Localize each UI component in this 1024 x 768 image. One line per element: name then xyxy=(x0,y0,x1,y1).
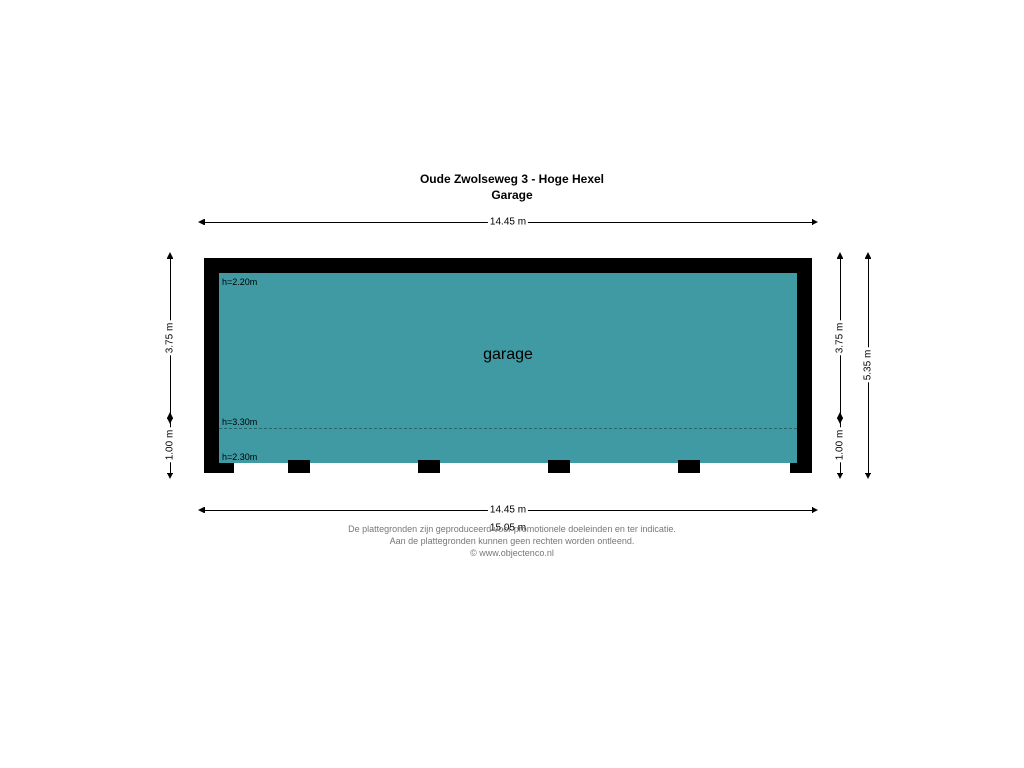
height-divider-line xyxy=(219,428,797,429)
wall-opening xyxy=(234,463,288,473)
height-label: h=3.30m xyxy=(222,417,257,427)
dimension-label: 1.00 m xyxy=(165,428,176,463)
room-label: garage xyxy=(483,346,533,364)
footer-disclaimer: De plattegronden zijn geproduceerd voor … xyxy=(0,523,1024,559)
title-line-2: Garage xyxy=(0,188,1024,204)
pillar xyxy=(288,460,310,473)
dimension-label: 3.75 m xyxy=(835,321,846,356)
height-label: h=2.20m xyxy=(222,277,257,287)
dimension-label: 14.45 m xyxy=(488,505,528,516)
title-line-1: Oude Zwolseweg 3 - Hoge Hexel xyxy=(0,172,1024,188)
dimension-label: 5.35 m xyxy=(863,348,874,383)
room-garage xyxy=(219,273,797,463)
wall-opening xyxy=(440,463,548,473)
wall-opening xyxy=(570,463,678,473)
wall-opening xyxy=(700,463,790,473)
floor-plan-canvas: { "title": { "line1": "Oude Zwolseweg 3 … xyxy=(0,0,1024,768)
footer-line-3: © www.objectenco.nl xyxy=(0,547,1024,559)
plan-title: Oude Zwolseweg 3 - Hoge Hexel Garage xyxy=(0,172,1024,203)
dimension-label: 1.00 m xyxy=(835,428,846,463)
height-label: h=2.30m xyxy=(222,452,257,462)
footer-line-2: Aan de plattegronden kunnen geen rechten… xyxy=(0,535,1024,547)
pillar xyxy=(548,460,570,473)
pillar xyxy=(678,460,700,473)
footer-line-1: De plattegronden zijn geproduceerd voor … xyxy=(0,523,1024,535)
wall-opening xyxy=(310,463,418,473)
dimension-label: 14.45 m xyxy=(488,217,528,228)
pillar xyxy=(418,460,440,473)
dimension-label: 3.75 m xyxy=(165,321,176,356)
